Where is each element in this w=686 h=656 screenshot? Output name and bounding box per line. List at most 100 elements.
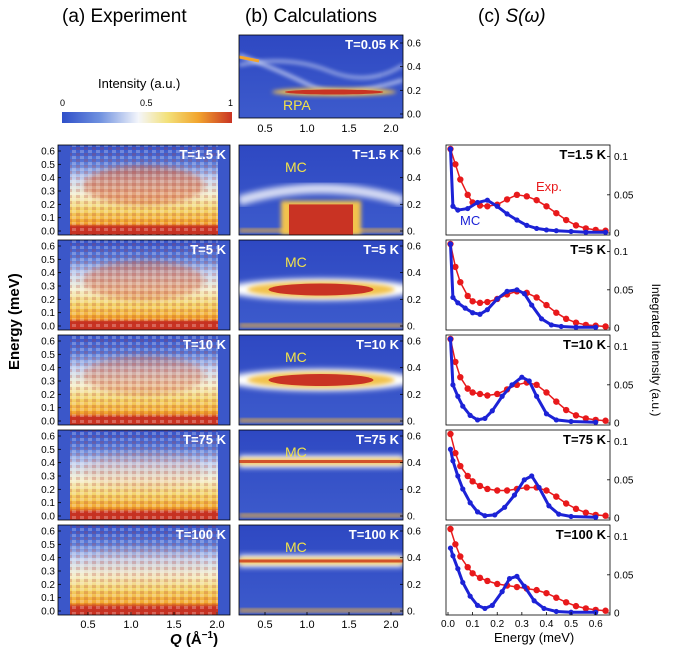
data-point <box>467 412 473 418</box>
energy-tick-label: 0. <box>407 417 415 428</box>
data-point <box>464 563 471 571</box>
data-point <box>553 309 560 316</box>
energy-tick-label: 0.4 <box>41 268 55 279</box>
data-point <box>558 323 564 330</box>
data-point <box>562 500 570 507</box>
data-point <box>534 225 540 232</box>
title-calculations: (b) Calculations <box>245 6 377 27</box>
experiment-panel: 0.0 0.1 0.2 0.3 0.4 0.5 0.6 T=100 K <box>41 524 231 618</box>
energy-tick-label: 0.5 <box>41 160 55 171</box>
energy-tick-label: 0. <box>407 607 415 618</box>
data-point <box>464 472 471 480</box>
data-point <box>474 199 481 206</box>
energy-tick-label: 0.4 <box>540 619 554 630</box>
intensity-tick-label: 0.05 <box>614 285 634 296</box>
data-point <box>529 473 535 479</box>
data-point <box>447 545 454 551</box>
data-point <box>533 294 540 301</box>
data-point <box>452 541 459 548</box>
data-point <box>543 301 550 309</box>
data-point <box>469 570 476 577</box>
energy-tick-label: 0.0 <box>41 417 55 428</box>
data-point <box>562 216 570 224</box>
energy-tick-label: 0.3 <box>41 377 55 388</box>
energy-tick-label: 0.6 <box>41 432 55 443</box>
temperature-label: T=75 K <box>563 432 607 447</box>
data-point <box>464 191 471 199</box>
data-point <box>502 504 508 510</box>
data-point <box>470 310 476 316</box>
data-point <box>521 583 527 589</box>
rpa-panel: T=0.05 K RPA 0.0 0.2 0.4 0.6 0.5 1.0 1.5 2.0 <box>238 34 421 135</box>
energy-tick-label: 0.4 <box>407 553 421 564</box>
intensity-tick-label: 0.05 <box>614 190 634 201</box>
series-line <box>449 148 606 234</box>
data-point <box>457 373 464 381</box>
q-tick-label: 1.5 <box>166 619 181 631</box>
energy-tick-label: 0.1 <box>41 403 55 414</box>
energy-tick-label: 0.2 <box>41 485 55 496</box>
data-point <box>469 389 476 396</box>
data-point <box>526 378 532 384</box>
intensity-tick-label: 0.1 <box>614 532 628 543</box>
data-point <box>489 602 495 608</box>
data-point <box>504 211 510 217</box>
energy-tick-label: 0.4 <box>41 553 55 564</box>
energy-tick-label: 0.6 <box>41 527 55 538</box>
calculation-panel: T=100 K MC 0. 0.2 0.4 0.6 <box>238 524 421 618</box>
data-point <box>531 598 537 604</box>
q-tick-label: 0.5 <box>257 619 272 631</box>
data-point <box>476 574 484 582</box>
data-point <box>482 415 488 422</box>
temperature-label: T=5 K <box>190 242 226 257</box>
data-point <box>593 324 599 330</box>
energy-tick-label: 0.4 <box>41 458 55 469</box>
data-point <box>514 573 520 579</box>
energy-tick-label: 0.1 <box>41 593 55 604</box>
mc-label: MC <box>285 254 307 270</box>
data-point <box>476 482 484 490</box>
energy-tick-label: 0.3 <box>515 619 529 630</box>
data-point <box>467 500 473 506</box>
data-point <box>484 485 491 493</box>
energy-tick-label: 0.4 <box>41 363 55 374</box>
data-point <box>504 288 510 294</box>
intensity-tick-label: 0.05 <box>614 475 634 486</box>
data-point <box>572 319 580 326</box>
q-axis: 0.5 1.0 1.5 2.0 <box>257 612 399 631</box>
q-tick-label: 0.5 <box>257 123 272 135</box>
energy-tick-label: 0.2 <box>407 485 421 496</box>
data-point <box>523 193 530 200</box>
data-point <box>543 487 550 494</box>
data-point <box>503 487 511 494</box>
data-point <box>484 577 491 585</box>
sw-panel: 0 0.05 0.1 T=10 K <box>445 334 634 430</box>
sw-panel: 0 0.05 0.1 T=5 K <box>445 239 634 335</box>
data-point <box>572 505 580 513</box>
data-point <box>534 393 540 399</box>
data-point <box>521 291 527 297</box>
data-point <box>583 229 589 235</box>
energy-tick-label: 0.6 <box>41 242 55 253</box>
data-point <box>492 512 498 518</box>
intensity-tick-label: 0.1 <box>614 152 628 163</box>
intensity-tick-label: 0 <box>614 419 620 430</box>
intensity-tick-label: 0 <box>614 324 620 335</box>
data-point <box>494 203 500 209</box>
data-point <box>467 593 473 599</box>
energy-tick-label: 0.3 <box>41 282 55 293</box>
data-point <box>455 473 461 479</box>
temperature-label: T=5 K <box>363 242 399 257</box>
data-point <box>538 316 545 322</box>
energy-tick-label: 0.2 <box>407 86 421 97</box>
data-point <box>562 315 570 323</box>
data-point <box>489 408 495 414</box>
data-point <box>482 605 488 612</box>
data-point <box>447 525 454 533</box>
data-point <box>553 594 560 601</box>
data-point <box>452 449 459 457</box>
data-point <box>447 430 454 438</box>
data-point <box>556 511 562 517</box>
data-point <box>455 393 461 399</box>
